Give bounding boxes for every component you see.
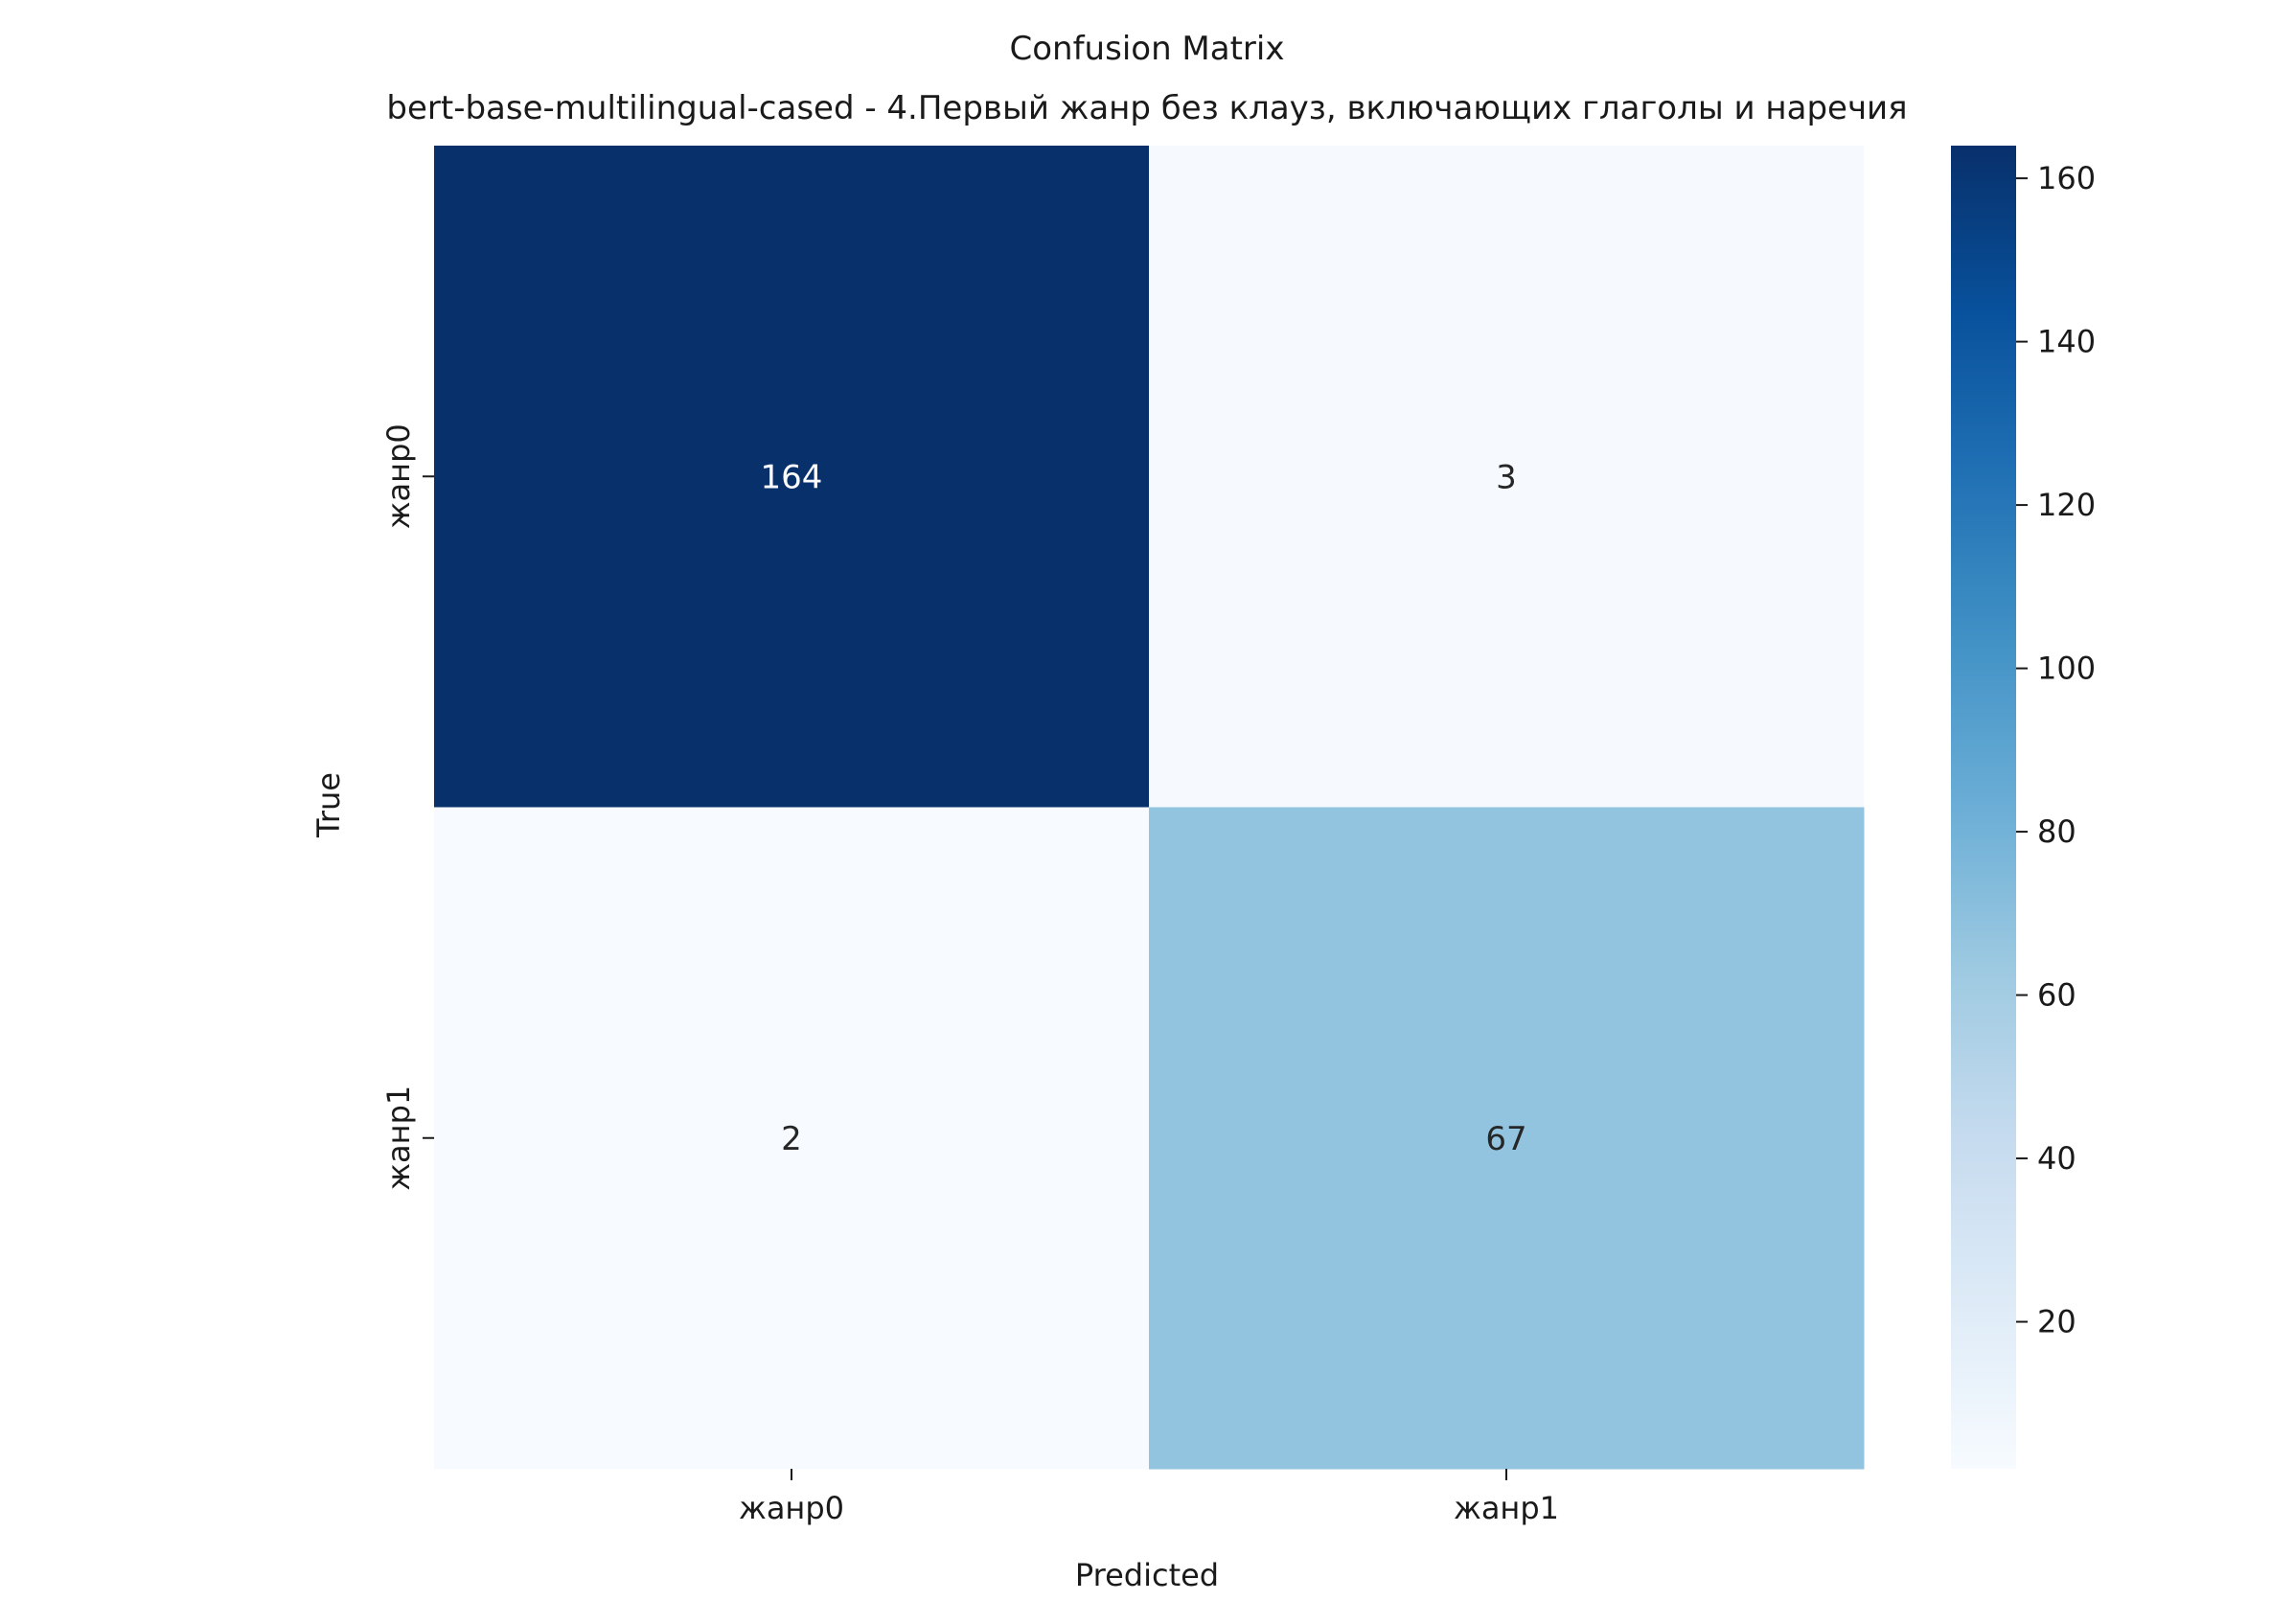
- y-axis-label: True: [310, 772, 347, 838]
- heatmap-cell: [1149, 146, 1865, 808]
- y-tick-label: жанр0: [380, 423, 417, 529]
- colorbar-tick-label: 40: [2037, 1140, 2076, 1177]
- y-tick-label: жанр1: [380, 1086, 417, 1191]
- colorbar-ticks: 20 40 60 80 100 120 140 160: [2016, 160, 2096, 1340]
- colorbar-gradient: [1951, 146, 2016, 1469]
- cell-value-label: 2: [781, 1120, 802, 1158]
- heatmap-cells: [434, 146, 1865, 1470]
- chart-subtitle: bert-base-multilingual-cased - 4.Первый …: [386, 89, 1907, 127]
- x-tick-label: жанр0: [739, 1490, 844, 1526]
- colorbar-tick-label: 160: [2037, 160, 2096, 196]
- colorbar-tick-label: 140: [2037, 324, 2096, 360]
- y-axis: жанр0 жанр1: [380, 423, 434, 1191]
- colorbar-tick-label: 60: [2037, 977, 2076, 1014]
- cell-value-label: 67: [1485, 1120, 1526, 1158]
- colorbar-tick-label: 20: [2037, 1304, 2076, 1340]
- colorbar: 20 40 60 80 100 120 140 160: [1951, 146, 2096, 1469]
- heatmap-cell: [434, 146, 1150, 808]
- cell-value-label: 3: [1496, 458, 1517, 496]
- colorbar-tick-label: 100: [2037, 651, 2096, 687]
- x-axis-label: Predicted: [1075, 1557, 1219, 1593]
- chart-title: Confusion Matrix: [1010, 30, 1285, 68]
- heatmap-cell: [1149, 807, 1865, 1470]
- colorbar-tick-label: 120: [2037, 487, 2096, 523]
- heatmap-cell: [434, 807, 1150, 1470]
- colorbar-tick-label: 80: [2037, 813, 2076, 850]
- x-axis: жанр0 жанр1: [739, 1469, 1559, 1526]
- cell-value-label: 164: [761, 458, 823, 496]
- cell-annotations: 164 3 2 67: [761, 458, 1527, 1158]
- x-tick-label: жанр1: [1454, 1490, 1559, 1526]
